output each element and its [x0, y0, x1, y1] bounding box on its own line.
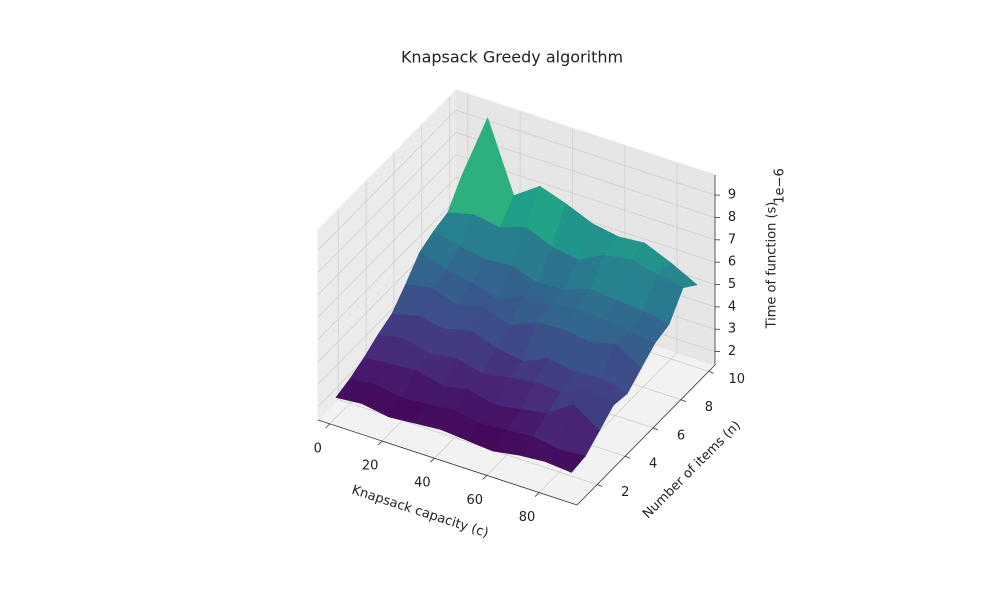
grid-line: [317, 154, 716, 296]
y-tick-label: 4: [649, 457, 657, 472]
plot-area: [317, 88, 720, 506]
grid-line: [337, 209, 598, 485]
x-tick-label: 60: [466, 493, 483, 508]
grid-line: [317, 132, 716, 273]
x-tick: [325, 423, 331, 429]
y-tick-label: 10: [728, 372, 745, 387]
y-tick: [708, 370, 714, 374]
surface-face: [544, 449, 586, 473]
y-tick: [680, 399, 686, 403]
grid-line: [317, 109, 716, 251]
y-tick: [624, 455, 631, 459]
x-tick: [377, 440, 383, 446]
y-tick: [597, 484, 603, 487]
z-offset-label: 1e−6: [773, 168, 788, 203]
axis-line: [576, 364, 716, 506]
x-tick: [430, 457, 435, 463]
z-axis-title: Time of function (s): [765, 202, 780, 330]
y-tick-label: 6: [677, 428, 685, 443]
z-tick-label: 8: [728, 210, 736, 225]
z-tick-label: 6: [728, 255, 736, 270]
x-tick-label: 20: [362, 459, 379, 474]
x-tick: [482, 475, 488, 480]
x-tick-label: 40: [414, 476, 431, 491]
y-tick-label: 2: [621, 485, 629, 500]
x-tick-label: 80: [519, 510, 536, 525]
z-tick-label: 5: [728, 277, 736, 292]
axis-line: [317, 419, 578, 506]
y-tick: [652, 427, 659, 431]
z-tick-label: 9: [728, 188, 736, 203]
z-tick-label: 3: [728, 322, 736, 337]
z-tick-label: 4: [728, 299, 736, 314]
x-tick: [534, 492, 540, 497]
x-tick-label: 0: [314, 441, 322, 456]
y-tick-label: 8: [705, 400, 713, 415]
grid-line: [317, 176, 716, 318]
chart-title: Knapsack Greedy algorithm: [401, 48, 623, 67]
z-tick-label: 7: [728, 232, 736, 247]
z-tick-label: 2: [728, 344, 736, 359]
x-axis-title: Knapsack capacity (c): [350, 483, 490, 541]
